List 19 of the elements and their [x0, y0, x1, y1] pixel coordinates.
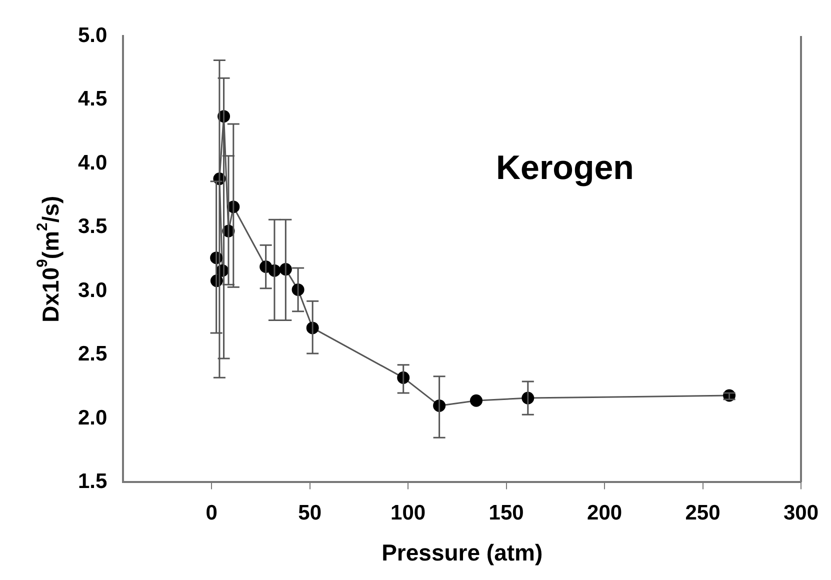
- y-tick-label: 1.5: [78, 470, 108, 493]
- x-axis-title: Pressure (atm): [382, 540, 543, 566]
- x-tick-label: 0: [206, 502, 218, 525]
- x-tick-label: 50: [298, 502, 322, 525]
- y-tick-label: 2.0: [78, 406, 108, 430]
- y-tick-label: 3.0: [78, 278, 108, 302]
- x-tick-label: 200: [587, 502, 622, 525]
- x-tick-label: 300: [783, 502, 819, 525]
- y-tick-label: 5.0: [78, 24, 108, 47]
- y-tick-label: 3.5: [78, 215, 108, 238]
- y-tick-label: 4.5: [78, 88, 108, 111]
- y-tick-label: 4.0: [78, 151, 108, 174]
- x-tick-label: 250: [685, 502, 720, 525]
- annotation: Kerogen: [496, 148, 634, 187]
- point: [470, 394, 482, 407]
- y-axis-title: Dx109(m2/s): [34, 196, 64, 322]
- x-tick-label: 100: [390, 502, 426, 525]
- x-tick-label: 150: [488, 502, 524, 525]
- y-tick-label: 2.5: [78, 342, 108, 366]
